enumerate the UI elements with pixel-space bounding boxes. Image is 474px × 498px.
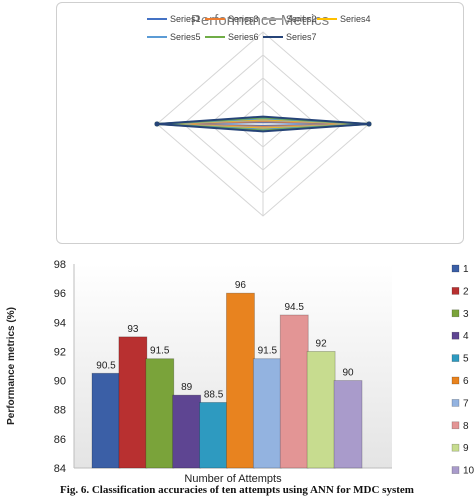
legend-label: 8	[463, 421, 469, 432]
radar-legend-label: Series2	[286, 14, 317, 24]
x-axis-label: Number of Attempts	[184, 473, 282, 484]
legend-swatch	[451, 331, 460, 340]
bar	[333, 380, 363, 469]
bar	[199, 402, 228, 469]
radar-point	[154, 121, 160, 127]
legend-swatch	[451, 287, 460, 295]
legend-swatch	[451, 376, 460, 385]
y-axis-label: Performance metrics (%)	[6, 307, 17, 425]
radar-legend-label: Series3	[228, 14, 259, 24]
y-tick-label: 90	[54, 376, 66, 388]
bar-value-label: 91.5	[150, 346, 170, 357]
bar-value-label: 92	[316, 338, 328, 349]
legend-label: 2	[463, 286, 469, 297]
y-tick-label: 92	[54, 346, 66, 358]
legend-label: 5	[463, 354, 469, 365]
bar	[226, 292, 255, 469]
radar-chart-panel: Performance Metrics Series1 Series3 Series2…	[56, 2, 464, 244]
radar-legend-label: Series6	[228, 32, 259, 42]
legend-label: 6	[463, 376, 469, 387]
legend-swatch	[451, 309, 460, 318]
legend-label: 1	[463, 264, 469, 275]
legend-swatch	[451, 443, 460, 452]
radar-legend-label: Series1	[170, 14, 201, 24]
bar-value-label: 90.5	[96, 360, 116, 371]
y-tick-label: 88	[54, 405, 66, 417]
legend-swatch	[451, 466, 460, 474]
bar	[118, 336, 148, 469]
legend-swatch	[451, 264, 460, 273]
bar	[91, 372, 121, 469]
bar-value-label: 90	[342, 368, 354, 379]
bar-value-label: 89	[181, 382, 193, 393]
legend-label: 7	[463, 398, 469, 409]
bar-value-label: 91.5	[258, 346, 278, 357]
legend-swatch	[451, 399, 460, 407]
legend-label: 9	[463, 443, 469, 454]
legend-swatch	[451, 421, 460, 430]
bar	[279, 314, 309, 469]
y-tick-label: 96	[54, 288, 66, 300]
figure-caption: Fig. 6. Classification accuracies of ten…	[60, 484, 414, 496]
radar-series-line	[156, 115, 370, 133]
radar-legend-label: Series5	[170, 32, 201, 42]
y-tick-label: 86	[54, 434, 66, 446]
y-tick-label: 94	[54, 317, 66, 329]
y-tick-label: 84	[54, 463, 66, 475]
bar	[306, 351, 336, 469]
legend-label: 3	[463, 309, 469, 320]
radar-legend-label: Series4	[340, 14, 371, 24]
radar-title: Performance Metrics	[191, 12, 329, 29]
y-tick-label: 98	[54, 259, 66, 271]
legend-label: 10	[463, 466, 474, 477]
bar-value-label: 96	[235, 280, 247, 291]
bar	[145, 358, 175, 469]
radar-point	[366, 121, 372, 127]
radar-legend-label: Series7	[286, 32, 317, 42]
legend-swatch	[451, 354, 460, 362]
bar	[252, 358, 282, 469]
bar-value-label: 88.5	[204, 389, 224, 400]
bar-value-label: 94.5	[284, 302, 304, 313]
bar-value-label: 93	[127, 324, 139, 335]
legend-label: 4	[463, 331, 469, 342]
bar	[172, 394, 202, 469]
